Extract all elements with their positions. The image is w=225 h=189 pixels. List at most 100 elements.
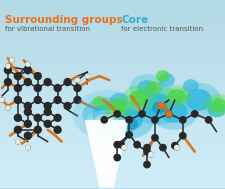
Bar (0, 45, 223, 46)
Bar (0, 125, 223, 126)
Bar (0, 67, 223, 68)
Ellipse shape (108, 101, 126, 115)
Bar (0, 121, 223, 122)
Ellipse shape (99, 116, 113, 123)
Bar (0, 64, 223, 65)
Bar (0, 34, 223, 35)
Bar (0, 62, 223, 63)
Bar (0, 101, 223, 102)
Bar (0, 142, 223, 143)
Bar (0, 112, 223, 113)
Bar (0, 107, 223, 108)
Circle shape (14, 126, 21, 133)
Circle shape (138, 111, 145, 117)
Bar (0, 155, 223, 156)
Circle shape (179, 132, 185, 139)
Bar (0, 50, 223, 51)
Bar (0, 38, 223, 39)
Bar (0, 150, 223, 151)
Bar (0, 32, 223, 33)
Circle shape (44, 102, 51, 109)
Circle shape (125, 132, 132, 138)
Ellipse shape (204, 94, 225, 116)
Circle shape (64, 79, 71, 86)
Bar (0, 123, 223, 124)
Bar (0, 136, 223, 137)
Ellipse shape (151, 102, 165, 114)
Bar (0, 31, 223, 32)
Bar (0, 130, 223, 131)
Bar (0, 5, 223, 6)
Bar (0, 122, 223, 123)
Bar (0, 76, 223, 77)
Bar (0, 163, 223, 165)
Bar (0, 87, 223, 88)
Bar (0, 24, 223, 26)
Ellipse shape (86, 110, 126, 130)
Bar (0, 77, 223, 78)
Ellipse shape (185, 89, 211, 111)
Ellipse shape (128, 74, 164, 102)
Circle shape (114, 111, 120, 117)
Circle shape (54, 126, 61, 133)
Ellipse shape (103, 111, 119, 125)
Bar (0, 71, 223, 72)
Circle shape (14, 84, 21, 91)
Bar (0, 156, 223, 157)
Bar (0, 10, 223, 11)
Bar (0, 103, 223, 104)
Circle shape (165, 111, 171, 117)
Bar (0, 65, 223, 66)
Bar (0, 70, 223, 71)
Bar (0, 90, 223, 91)
Bar (0, 110, 223, 111)
Ellipse shape (130, 85, 182, 125)
Bar (0, 138, 223, 139)
Circle shape (14, 73, 21, 80)
Circle shape (34, 126, 41, 133)
Bar (0, 95, 223, 96)
Bar (0, 99, 223, 100)
Bar (0, 126, 223, 127)
Bar (0, 154, 223, 155)
Bar (0, 175, 223, 177)
Bar (0, 135, 223, 136)
Bar (0, 81, 223, 82)
Circle shape (133, 142, 140, 148)
Bar (0, 20, 223, 22)
Bar (0, 52, 223, 53)
Bar (0, 51, 223, 52)
Bar (0, 44, 223, 45)
Bar (0, 162, 223, 163)
Bar (0, 113, 223, 114)
Ellipse shape (142, 93, 171, 117)
Bar (0, 53, 223, 54)
Circle shape (143, 148, 150, 155)
Bar (0, 161, 223, 162)
Bar (0, 3, 223, 4)
Circle shape (179, 117, 185, 123)
Bar (0, 182, 223, 183)
Text: for vibrational transition: for vibrational transition (5, 26, 90, 33)
Circle shape (4, 67, 11, 74)
Circle shape (26, 62, 30, 66)
Circle shape (159, 144, 165, 151)
Circle shape (24, 108, 31, 115)
Bar (0, 147, 223, 148)
Circle shape (34, 84, 41, 91)
Bar (0, 16, 223, 18)
Circle shape (24, 102, 31, 109)
Circle shape (14, 114, 21, 121)
Circle shape (191, 111, 197, 117)
Circle shape (34, 73, 41, 80)
Bar (0, 146, 223, 147)
Ellipse shape (102, 97, 132, 119)
Ellipse shape (82, 98, 132, 132)
Bar (0, 12, 223, 14)
Bar (0, 1, 223, 2)
Bar (0, 144, 223, 145)
Bar (0, 120, 223, 121)
Bar (0, 129, 223, 130)
Circle shape (0, 98, 4, 102)
Bar (0, 60, 223, 61)
